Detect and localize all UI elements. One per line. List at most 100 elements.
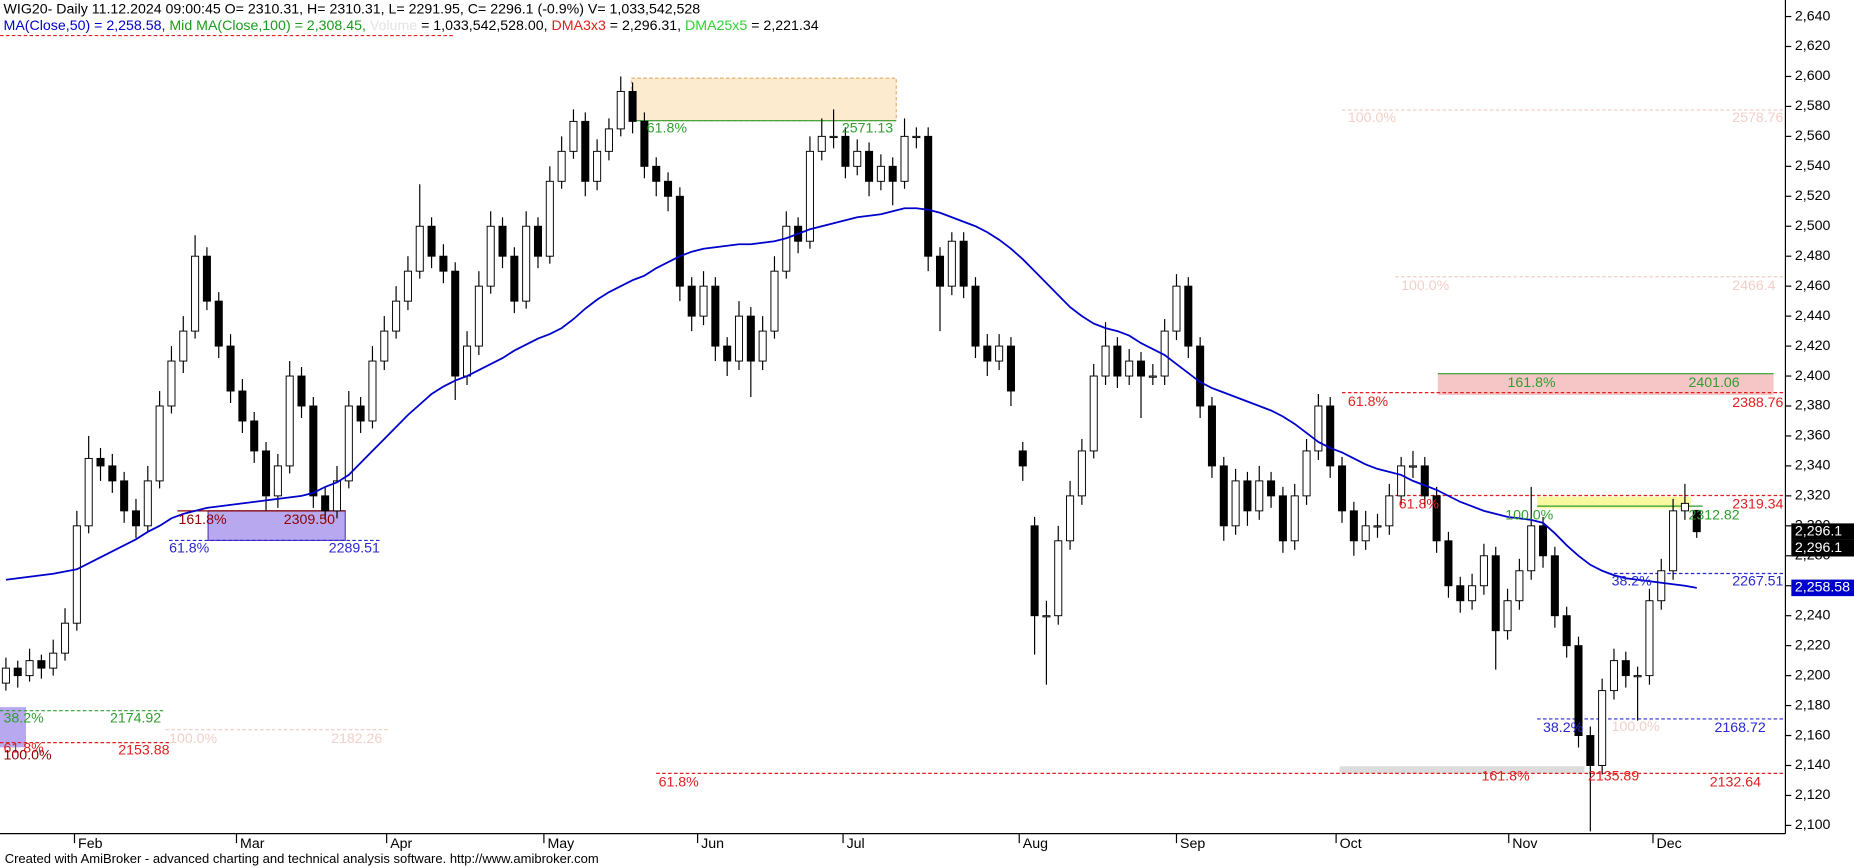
candle-body (817, 135, 826, 152)
fib-label: 2289.51 (329, 540, 380, 556)
x-tick-label: Oct (1340, 836, 1362, 852)
candle-body (652, 165, 661, 182)
candle-body (380, 330, 389, 362)
candle-body (309, 405, 318, 497)
candle-body (1669, 510, 1678, 572)
candle-body (25, 660, 34, 677)
candle-body (1207, 405, 1216, 467)
candle-body (1574, 645, 1583, 737)
fib-box (630, 77, 897, 122)
candle-body (1586, 735, 1595, 766)
candle-body (1444, 540, 1453, 587)
y-tick-label: 2,360 (1795, 428, 1831, 444)
fib-label: 2174.92 (110, 711, 161, 727)
candle-body (486, 225, 495, 287)
y-tick-label: 2,140 (1795, 757, 1831, 773)
candle-body (1373, 525, 1382, 528)
legend-entry: = 2,221.34 (751, 18, 818, 34)
candle-body (770, 270, 779, 332)
fib-label: 2319.34 (1732, 497, 1783, 513)
y-tick-label: 2,480 (1795, 248, 1831, 264)
candle-body (1550, 555, 1559, 617)
fib-box (0, 707, 27, 748)
candle-body (1692, 509, 1701, 533)
candle-body (664, 180, 673, 197)
candle-body (238, 390, 247, 422)
fib-label: 38.2% (4, 711, 45, 727)
candle-body (1231, 480, 1240, 527)
fib-label: 2267.51 (1732, 574, 1783, 590)
y-tick-label: 2,540 (1795, 158, 1831, 174)
y-tick-label: 2,460 (1795, 278, 1831, 294)
candle-body (49, 652, 58, 669)
candle-body (1066, 495, 1075, 542)
x-tick-label: Jun (701, 836, 724, 852)
candle-body (1539, 525, 1548, 557)
candle-body (604, 128, 613, 152)
candle-body (1645, 600, 1654, 677)
candle-body (61, 622, 70, 654)
candle-body (498, 225, 507, 257)
candle-body (1243, 480, 1252, 512)
candle-body (297, 375, 306, 407)
y-tick-label: 2,640 (1795, 8, 1831, 24)
y-tick-label: 2,160 (1795, 727, 1831, 743)
candle-body (841, 135, 850, 167)
x-tick-label: Mar (240, 836, 265, 852)
y-tick-label: 2,580 (1795, 98, 1831, 114)
candle-body (746, 315, 755, 362)
candle-body (285, 375, 294, 467)
x-tick-label: Nov (1512, 836, 1538, 852)
candle-body (1314, 405, 1323, 452)
candle-body (1054, 540, 1063, 617)
candle-body (1456, 585, 1465, 602)
candle-body (1006, 345, 1015, 392)
candle-body (120, 480, 129, 512)
fib-label: 2466.4 (1732, 278, 1775, 294)
y-tick-label: 2,320 (1795, 488, 1831, 504)
fib-label: 61.8% (169, 540, 210, 556)
candle-body (971, 285, 980, 347)
fib-label: 161.8% (1508, 375, 1556, 391)
fib-label: 100.0% (1401, 278, 1449, 294)
candle-body (1515, 570, 1524, 602)
fib-label: 2132.64 (1710, 775, 1761, 791)
fib-box (1537, 496, 1691, 509)
legend-entry: DMA3x3 (552, 18, 610, 34)
candle-body (214, 300, 223, 347)
fib-label: 2571.13 (842, 121, 893, 137)
x-tick-label: Aug (1023, 836, 1048, 852)
price-tag-label: 2,296.1 (1795, 523, 1842, 539)
candle-body (96, 457, 105, 467)
candle-body (1420, 465, 1429, 497)
candle-body (1385, 495, 1394, 527)
x-tick-label: Apr (390, 836, 412, 852)
price-tag-label: 2,296.1 (1795, 540, 1842, 556)
candle-body (1338, 465, 1347, 512)
fib-label: 2135.89 (1588, 769, 1639, 785)
candle-body (392, 300, 401, 332)
candle-body (427, 225, 436, 257)
fib-label: 2182.26 (331, 731, 382, 747)
candle-body (1680, 502, 1689, 512)
legend-entry: MA(Close,50) = 2,258.58, (4, 18, 170, 34)
price-tag (1791, 523, 1854, 540)
fib-label: 161.8% (1482, 769, 1530, 785)
candle-body (415, 225, 424, 272)
candle-body (321, 495, 330, 512)
candle-body (439, 255, 448, 272)
legend-entry: = 1,033,542,528.00, (421, 18, 551, 34)
candle-body (1172, 285, 1181, 332)
candle-body (1018, 450, 1027, 467)
candle-body (344, 405, 353, 482)
fib-label: 2309.50 (284, 512, 335, 528)
ma-line (5, 207, 1697, 589)
candle-body (876, 165, 885, 182)
y-tick-label: 2,440 (1795, 308, 1831, 324)
fib-label: 100.0% (1505, 507, 1553, 523)
candle-body (510, 255, 519, 302)
fib-label: 61.8% (4, 740, 45, 756)
y-tick-label: 2,620 (1795, 38, 1831, 54)
